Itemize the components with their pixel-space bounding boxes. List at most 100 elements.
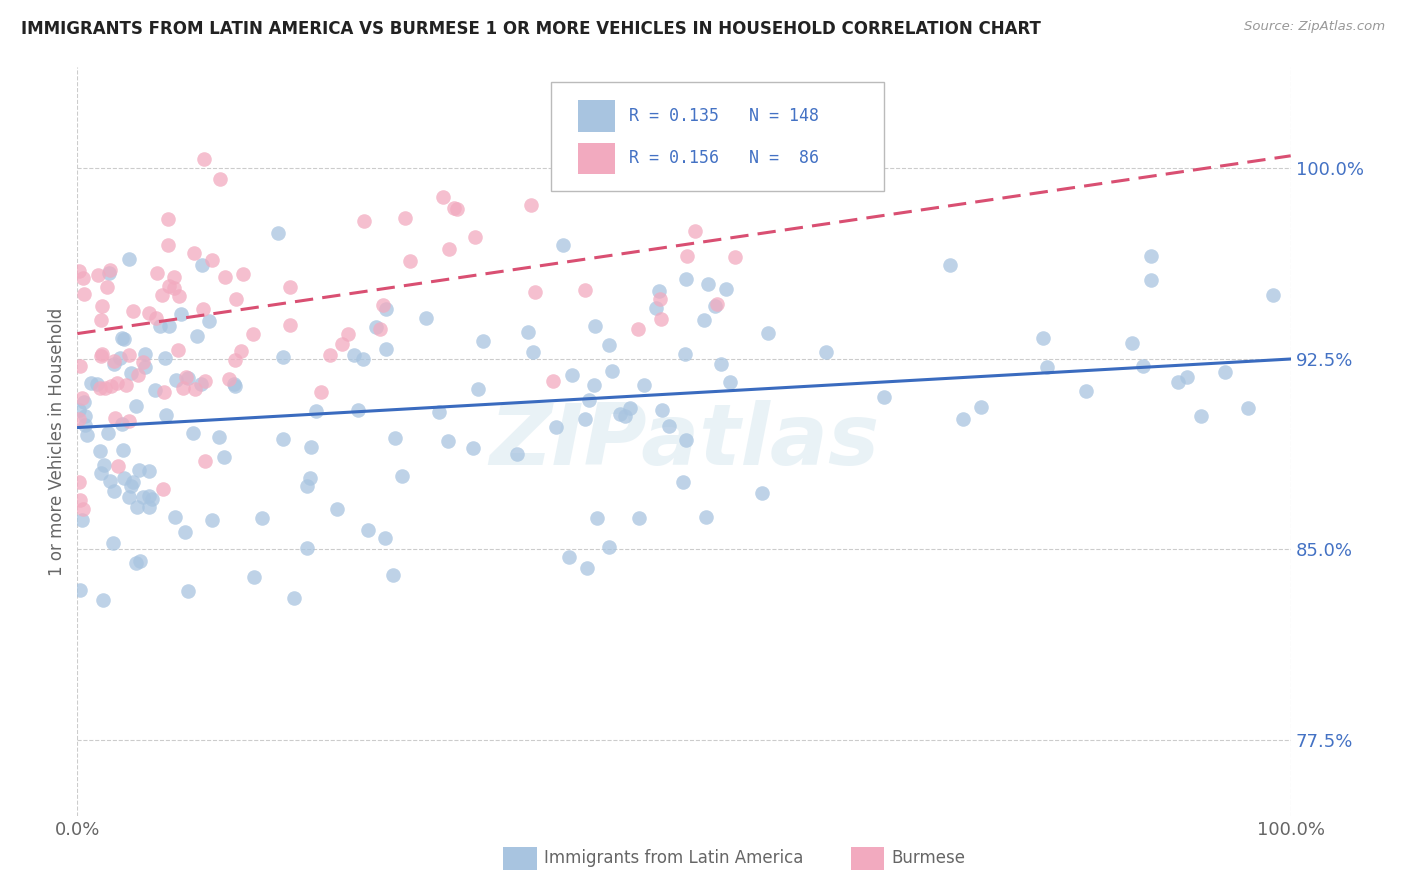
Point (97, 425, 120, 440)
Point (90, 313, 112, 327)
Point (121, 304, 143, 318)
Point (103, 484, 125, 499)
Point (751, 486, 773, 500)
Point (600, 364, 623, 378)
Point (72, 270, 94, 285)
Point (122, 475, 145, 489)
Point (155, 408, 177, 422)
Point (343, 348, 366, 362)
Point (585, 510, 607, 524)
Point (576, 560, 599, 574)
Point (651, 402, 673, 417)
Point (145, 310, 167, 325)
Point (1036, 360, 1059, 375)
Point (112, 332, 135, 346)
Point (73, 395, 96, 409)
Point (167, 289, 190, 303)
Point (115, 377, 138, 392)
Point (648, 292, 671, 306)
Point (283, 591, 305, 605)
Point (120, 366, 142, 380)
Point (67, 475, 90, 489)
Point (191, 258, 214, 272)
Point (671, 475, 693, 489)
Point (141, 491, 163, 506)
Point (138, 464, 160, 478)
Point (675, 433, 697, 447)
Point (183, 382, 205, 396)
Point (208, 430, 231, 444)
Point (695, 509, 717, 524)
Point (299, 470, 322, 484)
Point (645, 301, 668, 316)
Point (1167, 375, 1189, 389)
Point (319, 348, 342, 362)
Point (172, 380, 194, 394)
Point (583, 378, 606, 392)
Point (225, 293, 247, 307)
Point (394, 211, 416, 225)
Point (105, 376, 128, 390)
Point (181, 425, 204, 440)
Point (714, 282, 737, 296)
Point (132, 490, 155, 504)
Point (720, 375, 742, 389)
Point (1140, 249, 1163, 263)
Point (167, 343, 190, 358)
Point (231, 344, 253, 359)
Point (446, 202, 468, 216)
Point (1261, 287, 1284, 301)
Point (273, 350, 295, 364)
Point (107, 459, 129, 474)
Point (1213, 365, 1236, 379)
Point (146, 266, 169, 280)
Point (72, 391, 94, 405)
Point (242, 326, 264, 341)
Point (436, 434, 458, 449)
Point (110, 417, 132, 431)
Point (152, 482, 174, 496)
Text: Source: ZipAtlas.com: Source: ZipAtlas.com (1244, 20, 1385, 33)
Point (471, 334, 494, 348)
Point (224, 379, 246, 393)
Point (330, 337, 353, 351)
Point (375, 301, 398, 316)
Point (278, 279, 301, 293)
Point (104, 411, 127, 425)
Point (352, 351, 374, 366)
Point (1139, 273, 1161, 287)
Point (461, 441, 484, 455)
Point (214, 450, 236, 465)
Point (1175, 369, 1198, 384)
Point (118, 490, 141, 504)
Point (163, 269, 186, 284)
Point (1121, 335, 1143, 350)
Point (186, 329, 208, 343)
Point (153, 384, 176, 399)
Point (814, 344, 837, 359)
Point (368, 321, 391, 335)
Point (399, 254, 422, 268)
Point (118, 414, 141, 428)
Point (138, 489, 160, 503)
Point (69, 359, 91, 374)
Point (685, 224, 707, 238)
Point (627, 322, 650, 336)
Point (127, 368, 149, 382)
Point (194, 374, 217, 388)
Point (633, 378, 655, 392)
Point (267, 226, 290, 240)
Point (346, 402, 368, 417)
Point (756, 326, 779, 340)
Point (125, 399, 148, 413)
Point (574, 283, 596, 297)
Text: R = 0.156   N =  86: R = 0.156 N = 86 (630, 150, 820, 168)
Point (201, 252, 224, 267)
Point (1237, 401, 1260, 415)
Point (520, 198, 543, 212)
Point (157, 237, 180, 252)
Point (108, 351, 131, 365)
Point (506, 447, 529, 461)
Y-axis label: 1 or more Vehicles in Household: 1 or more Vehicles in Household (48, 308, 66, 575)
Point (697, 277, 720, 291)
